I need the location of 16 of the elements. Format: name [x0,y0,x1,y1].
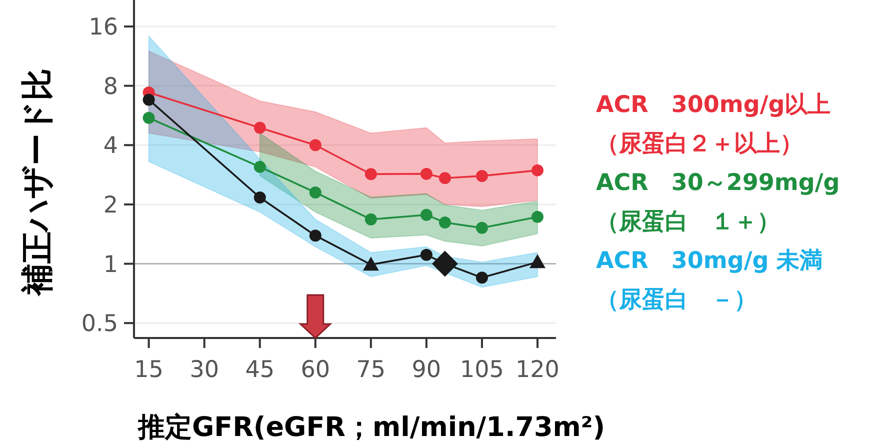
x-tick-label: 105 [460,357,504,383]
x-tick-label: 30 [190,357,219,383]
y-tick-label: 2 [103,192,118,218]
x-tick-label: 60 [300,357,330,383]
x-tick-label: 45 [245,357,274,383]
x-tick-label: 120 [516,357,560,383]
y-tick-label: 16 [88,14,118,40]
x-tick-label: 75 [356,357,386,383]
y-tick-label: 1 [103,252,118,278]
y-tick-label: 4 [103,133,118,160]
y-tick-label: 8 [103,74,118,100]
y-tick-label: 0.5 [81,311,118,338]
x-label: 推定GFR(eGFR；ml/min/1.73m²) [138,412,606,443]
x-tick-label: 15 [134,357,164,383]
x-tick-label: 90 [412,357,442,383]
y-label: 補正ハザード比 [18,68,56,296]
